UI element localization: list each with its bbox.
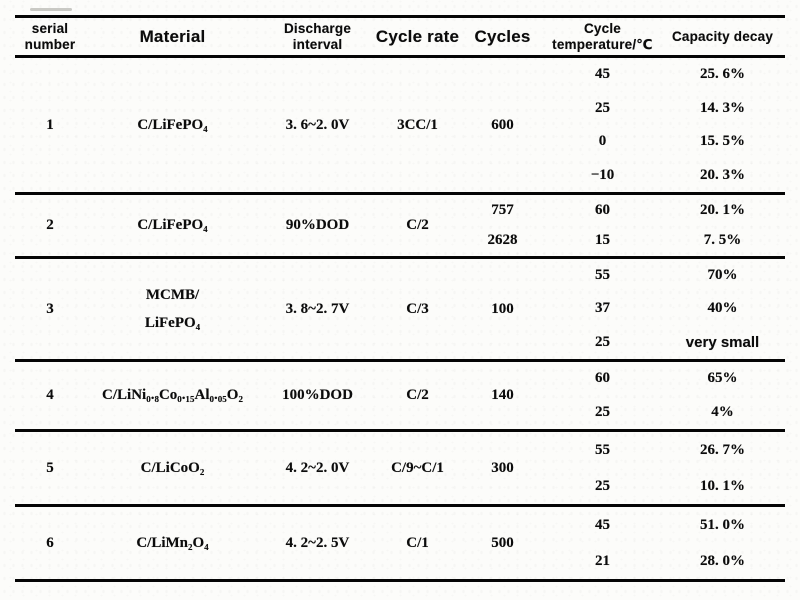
decay-value: 7. 5% (703, 232, 742, 249)
decay-value: 65% (707, 370, 738, 387)
table-bottom-rule (15, 579, 785, 582)
temperature-value: 45 (595, 66, 610, 83)
cell-cycle-temperature: 45 25 0 −10 (545, 58, 660, 192)
cell-cycle-rate: C/9~C/1 (391, 459, 444, 476)
temperature-value: 25 (595, 333, 610, 350)
cell-serial: 6 (46, 534, 54, 551)
temperature-value: 25 (595, 477, 610, 494)
decay-value: 26. 7% (700, 441, 745, 458)
cell-material: C/LiFePO₄ (137, 116, 208, 133)
cell-capacity-decay: 51. 0% 28. 0% (660, 507, 785, 579)
cell-material: C/LiNi₀.₈Co₀.₁₅Al₀.₀₅O₂ (102, 387, 243, 404)
cell-cycle-rate: C/3 (406, 300, 429, 317)
cell-cycle-rate: C/2 (406, 217, 429, 233)
temperature-value: −10 (590, 166, 615, 183)
table-row-group-2: 2 C/LiFePO₄ 90%DOD C/2 757 2628 60 15 20… (15, 195, 785, 256)
decay-value: 70% (707, 267, 738, 284)
table-row-group-3: 3 MCMB/ LiFePO₄ 3. 8~2. 7V C/3 100 55 37… (15, 259, 785, 359)
cell-serial: 1 (46, 116, 54, 133)
decay-value: 25. 6% (700, 66, 745, 83)
table-row-group-1: 1 C/LiFePO₄ 3. 6~2. 0V 3CC/1 600 45 25 0… (15, 58, 785, 192)
cell-capacity-decay: 25. 6% 14. 3% 15. 5% 20. 3% (660, 58, 785, 192)
battery-cycle-performance-table: serial number Material Discharge interva… (15, 15, 785, 582)
cell-discharge-interval: 4. 2~2. 5V (285, 534, 350, 551)
decay-value: 14. 3% (700, 99, 745, 116)
cell-material: C/LiMn₂O₄ (136, 534, 209, 551)
temperature-value: 25 (595, 403, 610, 420)
cell-cycles: 140 (491, 387, 514, 403)
row-divider-rule (15, 359, 785, 362)
cell-serial: 4 (46, 387, 54, 403)
cell-cycles: 757 2628 (460, 195, 545, 256)
cycles-value: 757 (491, 201, 514, 218)
table-row-group-6: 6 C/LiMn₂O₄ 4. 2~2. 5V C/1 500 45 21 51.… (15, 507, 785, 579)
decay-value: 10. 1% (700, 477, 745, 494)
temperature-value: 55 (595, 441, 610, 458)
cell-material: MCMB/ LiFePO₄ (144, 286, 201, 332)
cell-serial: 3 (46, 300, 54, 317)
header-material: Material (139, 26, 206, 46)
cell-discharge-interval: 3. 8~2. 7V (285, 300, 350, 317)
temperature-value: 60 (595, 201, 610, 218)
header-cycle-temperature: Cycle temperature/℃ (552, 21, 653, 52)
cell-cycles: 600 (491, 116, 514, 133)
row-divider-rule (15, 429, 785, 432)
cell-cycle-temperature: 55 25 (545, 432, 660, 504)
table-header-row: serial number Material Discharge interva… (15, 18, 785, 55)
cell-discharge-interval: 90%DOD (285, 217, 350, 233)
cell-cycles: 100 (491, 300, 514, 317)
temperature-value: 37 (595, 300, 610, 317)
cell-capacity-decay: 70% 40% very small (660, 259, 785, 359)
header-divider-rule (15, 55, 785, 58)
header-cycles: Cycles (474, 26, 531, 46)
decay-value: 40% (707, 300, 738, 317)
cell-material: C/LiCoO₂ (140, 459, 205, 476)
header-cycle-rate: Cycle rate (375, 26, 460, 46)
cell-cycle-rate: 3CC/1 (397, 116, 438, 133)
temperature-value: 21 (595, 552, 610, 569)
cell-capacity-decay: 20. 1% 7. 5% (660, 195, 785, 256)
header-serial-number: serial number (24, 21, 76, 52)
temperature-value: 0 (598, 133, 607, 150)
table-row-group-4: 4 C/LiNi₀.₈Co₀.₁₅Al₀.₀₅O₂ 100%DOD C/2 14… (15, 362, 785, 429)
decay-value: 4% (711, 403, 734, 420)
decay-value: 28. 0% (700, 552, 745, 569)
cell-cycle-temperature: 60 15 (545, 195, 660, 256)
header-discharge-interval: Discharge interval (283, 21, 352, 52)
cell-discharge-interval: 100%DOD (282, 387, 353, 403)
row-divider-rule (15, 504, 785, 507)
cell-discharge-interval: 4. 2~2. 0V (285, 459, 350, 476)
decay-value: 51. 0% (700, 516, 745, 533)
temperature-value: 55 (595, 267, 610, 284)
cell-cycle-temperature: 55 37 25 (545, 259, 660, 359)
cell-serial: 5 (46, 459, 54, 476)
row-divider-rule (15, 256, 785, 259)
cell-cycle-rate: C/1 (406, 534, 429, 551)
cell-discharge-interval: 3. 6~2. 0V (285, 116, 350, 133)
cell-cycles: 500 (491, 534, 514, 551)
temperature-value: 15 (595, 232, 610, 249)
decay-value: 15. 5% (700, 133, 745, 150)
cell-cycle-temperature: 45 21 (545, 507, 660, 579)
cell-serial: 2 (46, 217, 54, 233)
header-capacity-decay: Capacity decay (671, 28, 774, 44)
temperature-value: 25 (595, 99, 610, 116)
temperature-value: 60 (595, 370, 610, 387)
table-top-rule (15, 15, 785, 18)
cell-cycles: 300 (491, 459, 514, 476)
table-row-group-5: 5 C/LiCoO₂ 4. 2~2. 0V C/9~C/1 300 55 25 … (15, 432, 785, 504)
cell-cycle-temperature: 60 25 (545, 362, 660, 429)
temperature-value: 45 (595, 516, 610, 533)
row-divider-rule (15, 192, 785, 195)
cell-material: C/LiFePO₄ (137, 217, 208, 234)
cycles-value: 2628 (487, 232, 518, 249)
cell-capacity-decay: 26. 7% 10. 1% (660, 432, 785, 504)
scan-artifact-mark (30, 8, 72, 11)
decay-value: very small (685, 333, 760, 351)
cell-capacity-decay: 65% 4% (660, 362, 785, 429)
cell-cycle-rate: C/2 (406, 387, 429, 403)
decay-value: 20. 3% (700, 166, 745, 183)
decay-value: 20. 1% (700, 201, 745, 218)
